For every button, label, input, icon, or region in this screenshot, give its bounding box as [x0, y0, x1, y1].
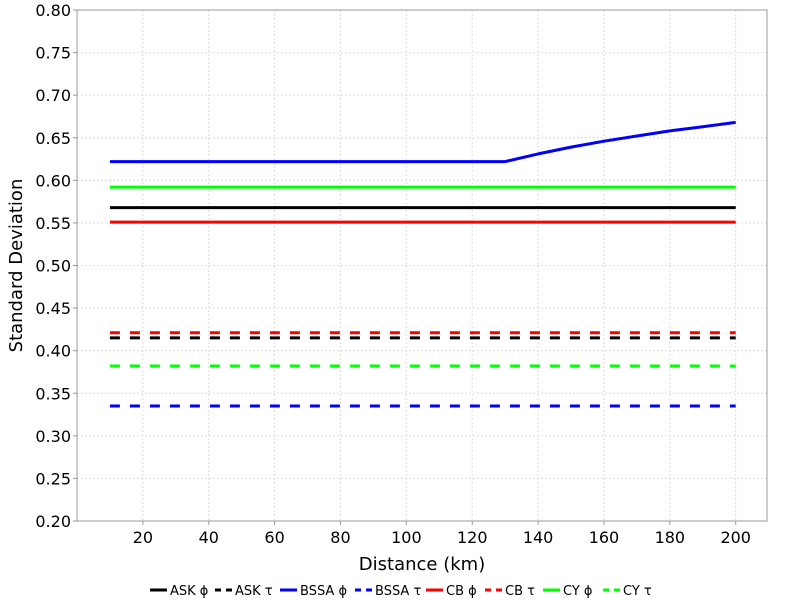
series-lines	[109, 120, 736, 408]
legend-label: BSSA ϕ	[300, 584, 347, 599]
legend-label: ASK τ	[235, 584, 273, 599]
y-axis-title: Standard Deviation	[6, 179, 27, 353]
x-tick-label: 140	[523, 528, 554, 547]
y-tick-label: 0.80	[35, 1, 71, 20]
x-tick-label: 80	[330, 528, 350, 547]
x-axis-ticks: 20 40 60 80 100 120 140 160 180 200	[133, 521, 751, 547]
y-tick-label: 0.55	[35, 214, 71, 233]
x-axis-title: Distance (km)	[359, 554, 485, 575]
x-tick-label: 120	[457, 528, 488, 547]
legend: ASK ϕ ASK τ BSSA ϕ BSSA τ CB ϕ CB τ CY ϕ CY τ	[150, 584, 652, 599]
y-tick-label: 0.25	[35, 469, 71, 488]
legend-label: CY τ	[623, 584, 652, 599]
x-tick-label: 160	[589, 528, 620, 547]
y-axis-ticks: 0.20 0.25 0.30 0.35 0.40 0.45 0.50 0.55 0.60 0.65…	[35, 1, 77, 531]
y-tick-label: 0.70	[35, 86, 71, 105]
x-tick-label: 20	[133, 528, 153, 547]
legend-label: BSSA τ	[375, 584, 421, 599]
grid	[77, 9, 767, 522]
x-tick-label: 40	[199, 528, 219, 547]
y-tick-label: 0.45	[35, 299, 71, 318]
x-tick-label: 180	[655, 528, 686, 547]
y-tick-label: 0.20	[35, 512, 71, 531]
x-tick-label: 60	[264, 528, 284, 547]
legend-label: CB τ	[505, 584, 535, 599]
x-tick-label: 200	[720, 528, 751, 547]
y-tick-label: 0.75	[35, 44, 71, 63]
legend-label: CB ϕ	[446, 584, 477, 599]
x-tick-label: 100	[391, 528, 422, 547]
y-tick-label: 0.60	[35, 171, 71, 190]
legend-label: ASK ϕ	[170, 584, 208, 599]
y-tick-label: 0.35	[35, 384, 71, 403]
legend-label: CY ϕ	[563, 584, 593, 599]
y-tick-label: 0.30	[35, 427, 71, 446]
y-tick-label: 0.50	[35, 257, 71, 276]
y-tick-label: 0.65	[35, 129, 71, 148]
y-tick-label: 0.40	[35, 342, 71, 361]
series-line-2	[109, 120, 736, 164]
